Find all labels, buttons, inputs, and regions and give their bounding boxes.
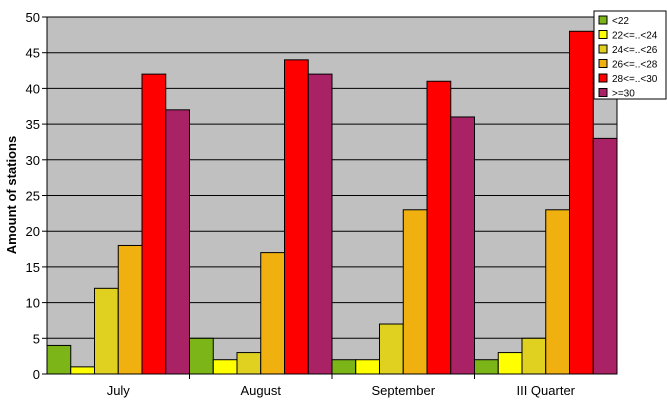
- y-tick-label: 0: [33, 367, 40, 382]
- y-axis-ticks: 0 5 10 15 20 25 30 35 40 45 50: [26, 10, 47, 382]
- bar: [284, 59, 309, 375]
- bar: [260, 252, 285, 375]
- bar: [212, 359, 238, 375]
- bar: [450, 116, 475, 375]
- bar: [379, 323, 404, 375]
- bar: [355, 359, 380, 375]
- y-axis-label: Amount of stations: [4, 136, 19, 254]
- legend-label: <22: [612, 16, 629, 27]
- y-tick-label: 35: [26, 117, 40, 132]
- bar: [426, 80, 452, 375]
- bar: [165, 109, 190, 375]
- y-tick-label: 45: [26, 46, 40, 61]
- bar: [46, 344, 72, 375]
- legend-label: 28<=..<30: [612, 74, 658, 85]
- legend-swatch: [598, 30, 608, 39]
- legend-label: 26<=..<28: [612, 60, 658, 71]
- bar: [497, 352, 523, 375]
- x-tick-label: III Quarter: [516, 383, 575, 398]
- bar: [474, 359, 499, 375]
- bar: [331, 359, 357, 375]
- y-tick-label: 40: [26, 81, 40, 96]
- legend-label: 24<=..<26: [612, 45, 658, 56]
- x-tick-label: August: [241, 383, 282, 398]
- y-tick-label: 20: [26, 224, 40, 239]
- y-tick-label: 10: [26, 296, 40, 311]
- bar: [189, 337, 214, 375]
- legend-swatch: [598, 88, 608, 97]
- legend-swatch: [598, 44, 608, 54]
- x-axis-ticks: July August September III Quarter: [107, 374, 576, 398]
- bar: [521, 337, 547, 375]
- bar: [70, 366, 95, 375]
- y-tick-label: 25: [26, 189, 40, 204]
- y-tick-label: 50: [26, 10, 40, 25]
- bar: [307, 73, 333, 375]
- y-tick-label: 5: [33, 331, 40, 346]
- bar: [236, 352, 262, 375]
- bar: [569, 30, 594, 375]
- legend: <22 22<=..<24 24<=..<26 26<=..<28 28<=..<30 >…: [593, 10, 667, 100]
- bar: [545, 209, 570, 375]
- bar: [94, 287, 119, 375]
- y-tick-label: 15: [26, 260, 40, 275]
- x-tick-label: July: [107, 383, 131, 398]
- bar: [117, 244, 143, 375]
- legend-swatch: [598, 59, 608, 68]
- legend-swatch: [598, 73, 608, 83]
- legend-label: 22<=..<24: [612, 31, 658, 42]
- legend-swatch: [598, 15, 608, 25]
- bar: [592, 137, 618, 375]
- bars: [46, 30, 618, 375]
- bar: [141, 73, 167, 375]
- x-tick-label: September: [371, 383, 435, 398]
- bar: [402, 209, 428, 375]
- legend-label: >=30: [612, 89, 635, 100]
- y-tick-label: 30: [26, 153, 40, 168]
- legend-box: [593, 10, 667, 100]
